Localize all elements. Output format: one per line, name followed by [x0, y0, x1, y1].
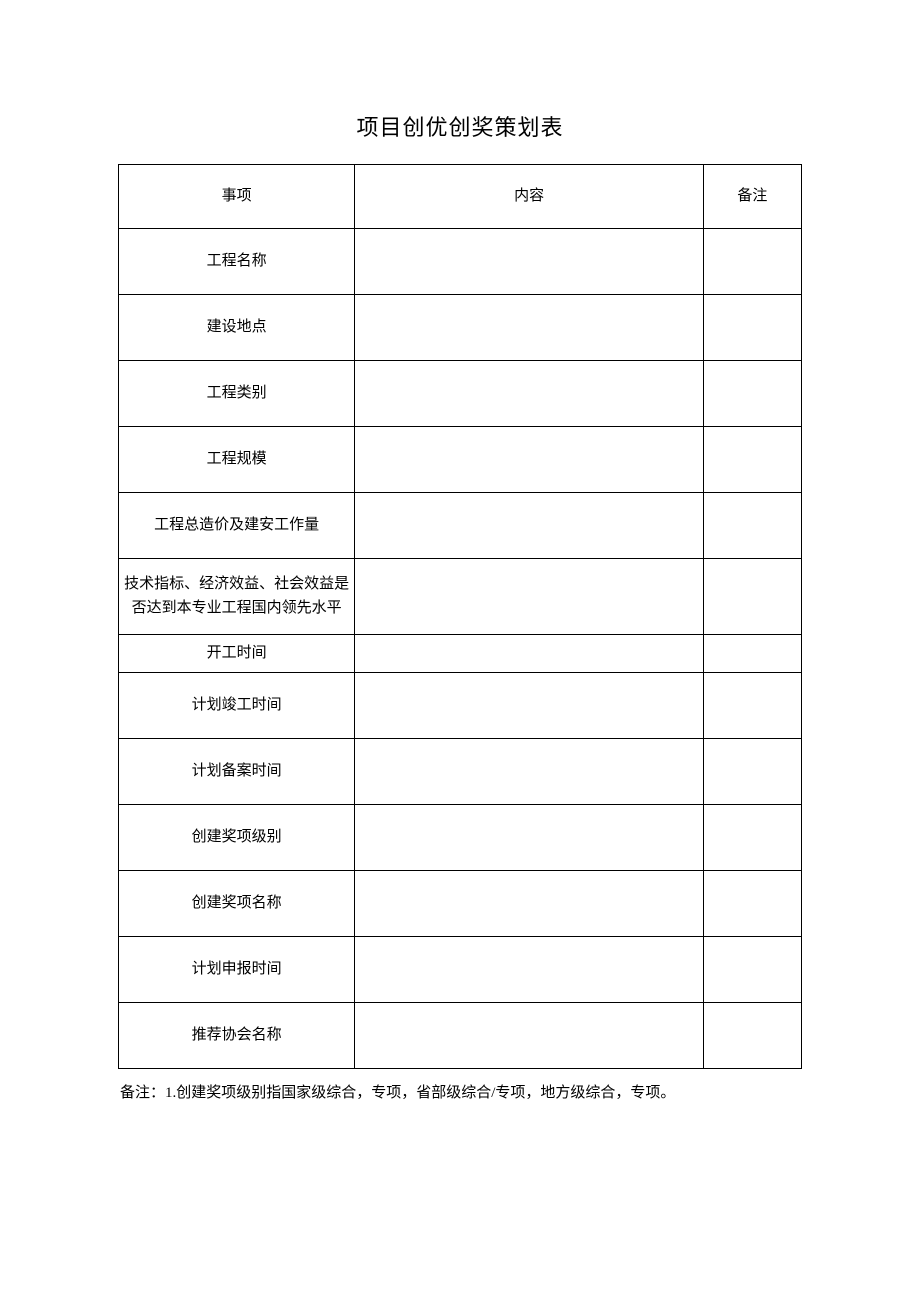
- cell-content: [355, 1003, 704, 1069]
- table-row: 工程名称: [119, 229, 802, 295]
- table-row: 计划申报时间: [119, 937, 802, 1003]
- header-item: 事项: [119, 165, 355, 229]
- cell-note: [703, 739, 801, 805]
- cell-note: [703, 493, 801, 559]
- cell-content: [355, 295, 704, 361]
- table-row: 工程规模: [119, 427, 802, 493]
- table-row: 工程总造价及建安工作量: [119, 493, 802, 559]
- cell-item: 工程规模: [119, 427, 355, 493]
- cell-content: [355, 361, 704, 427]
- cell-content: [355, 739, 704, 805]
- cell-item: 推荐协会名称: [119, 1003, 355, 1069]
- header-content: 内容: [355, 165, 704, 229]
- cell-content: [355, 937, 704, 1003]
- planning-table: 事项 内容 备注 工程名称 建设地点 工程类别 工程规模 工程总造价及建安工作量…: [118, 164, 802, 1069]
- table-row: 创建奖项级别: [119, 805, 802, 871]
- cell-content: [355, 493, 704, 559]
- cell-note: [703, 427, 801, 493]
- table-row: 技术指标、经济效益、社会效益是否达到本专业工程国内领先水平: [119, 559, 802, 635]
- table-row: 推荐协会名称: [119, 1003, 802, 1069]
- cell-item: 工程总造价及建安工作量: [119, 493, 355, 559]
- table-row: 计划备案时间: [119, 739, 802, 805]
- table-row: 创建奖项名称: [119, 871, 802, 937]
- cell-note: [703, 635, 801, 673]
- cell-note: [703, 361, 801, 427]
- cell-content: [355, 871, 704, 937]
- header-note: 备注: [703, 165, 801, 229]
- table-row: 计划竣工时间: [119, 673, 802, 739]
- cell-note: [703, 229, 801, 295]
- cell-note: [703, 1003, 801, 1069]
- cell-item: 技术指标、经济效益、社会效益是否达到本专业工程国内领先水平: [119, 559, 355, 635]
- cell-item: 计划备案时间: [119, 739, 355, 805]
- cell-note: [703, 805, 801, 871]
- table-row: 建设地点: [119, 295, 802, 361]
- cell-item: 开工时间: [119, 635, 355, 673]
- cell-item: 计划申报时间: [119, 937, 355, 1003]
- cell-item: 创建奖项级别: [119, 805, 355, 871]
- cell-content: [355, 559, 704, 635]
- page-title: 项目创优创奖策划表: [118, 110, 802, 142]
- cell-note: [703, 937, 801, 1003]
- table-row: 开工时间: [119, 635, 802, 673]
- cell-content: [355, 427, 704, 493]
- cell-content: [355, 805, 704, 871]
- cell-content: [355, 229, 704, 295]
- cell-note: [703, 295, 801, 361]
- cell-item: 计划竣工时间: [119, 673, 355, 739]
- cell-note: [703, 673, 801, 739]
- cell-note: [703, 871, 801, 937]
- cell-note: [703, 559, 801, 635]
- cell-item: 工程名称: [119, 229, 355, 295]
- footnote: 备注：1.创建奖项级别指国家级综合，专项，省部级综合/专项，地方级综合，专项。: [118, 1081, 802, 1105]
- cell-item: 建设地点: [119, 295, 355, 361]
- cell-content: [355, 673, 704, 739]
- cell-item: 工程类别: [119, 361, 355, 427]
- cell-content: [355, 635, 704, 673]
- cell-item: 创建奖项名称: [119, 871, 355, 937]
- table-header-row: 事项 内容 备注: [119, 165, 802, 229]
- table-row: 工程类别: [119, 361, 802, 427]
